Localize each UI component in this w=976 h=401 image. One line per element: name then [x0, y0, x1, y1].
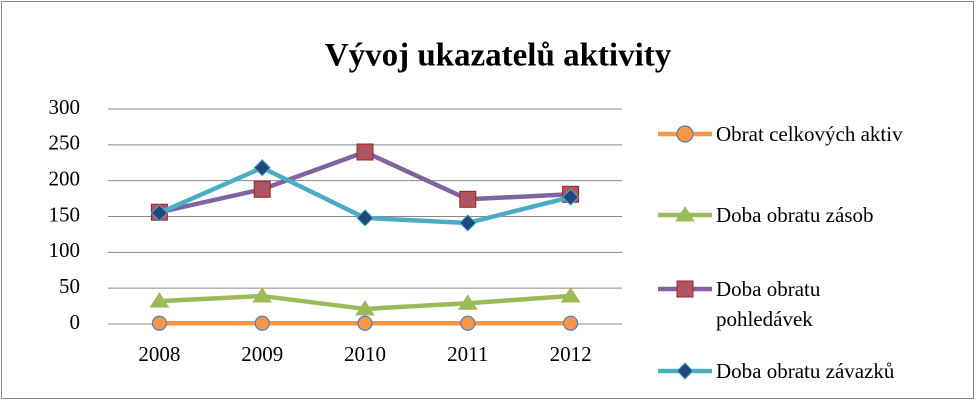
- y-tick-label: 50: [59, 274, 80, 298]
- marker-cross: [460, 191, 476, 207]
- marker-cross: [357, 144, 373, 160]
- legend-marker: [676, 125, 694, 143]
- legend-label: Doba obratu závazků: [716, 359, 895, 383]
- y-tick-label: 250: [49, 131, 81, 155]
- legend-label: Obrat celkových aktiv: [716, 122, 903, 146]
- y-tick-label: 200: [49, 166, 81, 190]
- y-tick-label: 0: [70, 310, 81, 334]
- marker: [562, 315, 579, 331]
- marker: [149, 292, 170, 308]
- marker-cross: [254, 181, 270, 197]
- marker: [357, 315, 373, 331]
- marker: [356, 209, 374, 227]
- marker: [253, 159, 271, 177]
- x-tick-label: 2012: [550, 342, 592, 366]
- x-tick-label: 2011: [447, 342, 488, 366]
- marker: [561, 188, 580, 206]
- chart-title: Vývoj ukazatelů aktivity: [325, 38, 672, 74]
- x-tick-label: 2009: [241, 342, 283, 366]
- x-tick-label: 2010: [344, 342, 386, 366]
- y-tick-label: 150: [49, 202, 81, 226]
- marker-cross: [677, 281, 693, 297]
- legend-marker: [675, 206, 695, 222]
- legend-label: Doba obratu pohledávek: [716, 277, 821, 331]
- legend-label: Doba obratu zásob: [716, 203, 874, 227]
- marker: [460, 315, 476, 331]
- x-tick-label: 2008: [138, 342, 180, 366]
- marker: [457, 294, 478, 310]
- marker: [560, 287, 581, 303]
- marker: [459, 214, 477, 232]
- legend-marker: [676, 362, 694, 380]
- y-tick-label: 100: [49, 238, 81, 262]
- marker: [252, 287, 273, 303]
- marker: [150, 204, 169, 222]
- y-tick-label: 300: [49, 95, 81, 119]
- marker: [254, 315, 270, 331]
- marker: [151, 315, 167, 331]
- marker: [355, 300, 375, 316]
